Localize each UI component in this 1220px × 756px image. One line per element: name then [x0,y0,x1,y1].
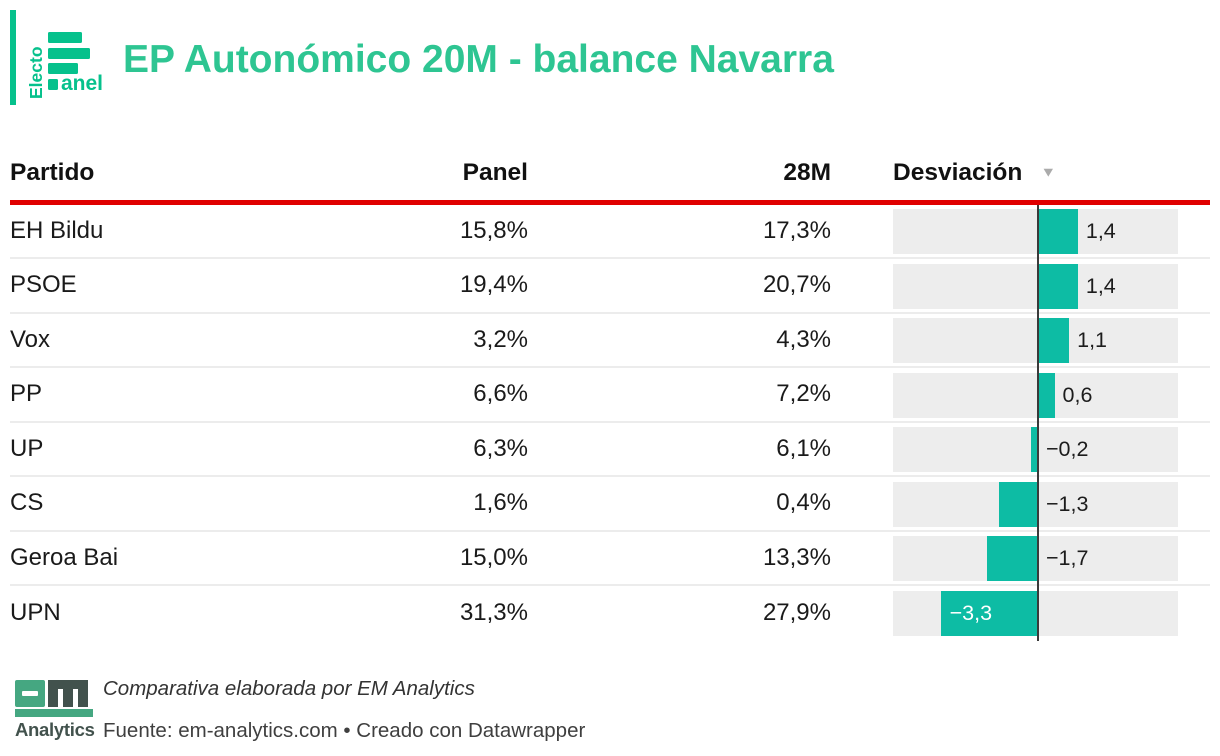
header-rule [10,200,1210,205]
deviation-bar [1031,427,1037,472]
logo-bar-icon [48,63,78,74]
column-header-panel: Panel [462,159,528,186]
logo-underline-bar [15,709,93,717]
deviation-bar [940,590,1037,636]
deviation-label: −1,3 [1046,491,1089,516]
party-name: Vox [10,325,51,353]
deviation-cell: −0,2 [893,427,1178,472]
party-name: CS [10,489,44,517]
party-name: EH Bildu [10,216,104,244]
party-name: Geroa Bai [10,543,119,571]
logo-bar-icon [48,78,58,90]
panel-value: 1,6% [473,489,528,517]
panel-value: 3,2% [473,325,528,353]
table-row: EH Bildu 15,8% 17,3% 1,4 [10,205,1210,259]
logo-anel-text: anel [61,72,104,95]
deviation-label: 1,1 [1077,328,1107,352]
table-body: EH Bildu 15,8% 17,3% 1,4 PSOE 19,4% 20,7… [10,204,1210,641]
m28-value: 0,4% [776,489,831,517]
deviation-cell: −1,7 [893,536,1178,581]
logo-analytics-text: Analytics [15,719,95,740]
deviation-cell: −3,3 [893,590,1178,636]
deviation-bar [999,481,1037,527]
deviation-cell: 0,6 [893,372,1178,418]
deviation-label: −0,2 [1046,437,1089,461]
deviation-label: 1,4 [1085,219,1116,243]
logo-vertical-rule [10,10,16,105]
table-row: PSOE 19,4% 20,7% 1,4 [10,259,1210,314]
deviation-label: 0,6 [1062,382,1093,407]
deviation-cell: 1,1 [893,318,1178,363]
panel-value: 15,0% [459,543,528,571]
logo-e-icon [15,680,45,707]
logo-m-icon [48,680,88,707]
party-name: PP [10,380,43,408]
m28-value: 13,3% [762,543,831,571]
deviation-cell: 1,4 [893,263,1178,309]
party-name: UP [10,434,44,462]
em-analytics-logo: Analytics [15,680,115,746]
deviation-cell: −1,3 [893,481,1178,527]
panel-value: 6,6% [473,380,528,408]
party-name: PSOE [10,271,77,299]
panel-value: 6,3% [473,434,528,462]
logo-bar-icon [48,32,82,43]
deviation-bar [1037,209,1078,254]
footer-source: Fuente: em-analytics.com • Creado con Da… [103,719,586,742]
table-row: PP 6,6% 7,2% 0,6 [10,368,1210,423]
column-header-desviacion[interactable]: Desviación ▼ [893,159,1056,187]
sort-desc-icon[interactable]: ▼ [1040,165,1057,180]
table-row: UP 6,3% 6,1% −0,2 [10,423,1210,477]
deviation-bar [1037,372,1055,418]
column-header-partido: Partido [10,159,95,186]
m28-value: 4,3% [776,325,831,353]
zero-axis-line [1037,204,1039,641]
chart-title: EP Autonómico 20M - balance Navarra [123,38,834,81]
deviation-bar [1037,263,1078,309]
column-header-28m: 28M [783,159,831,186]
m28-value: 27,9% [762,599,831,627]
deviation-bar [987,536,1037,581]
deviation-label: 1,4 [1085,273,1116,298]
table-row: Geroa Bai 15,0% 13,3% −1,7 [10,532,1210,586]
column-header-desviacion-label: Desviación [893,159,1023,186]
deviation-bar [1037,318,1070,363]
electopanel-logo: Electo anel [10,8,115,108]
table-row: Vox 3,2% 4,3% 1,1 [10,314,1210,368]
logo-electo-text: Electo [26,46,46,99]
table-row: CS 1,6% 0,4% −1,3 [10,477,1210,532]
m28-value: 7,2% [776,380,831,408]
panel-value: 15,8% [459,216,528,244]
panel-value: 19,4% [459,271,528,299]
logo-e-dash [22,691,38,696]
deviation-label: −1,7 [1046,546,1089,570]
table-row: UPN 31,3% 27,9% −3,3 [10,586,1210,641]
party-name: UPN [10,599,61,627]
m28-value: 17,3% [762,216,831,244]
deviation-label: −3,3 [949,600,993,625]
logo-bar-icon [48,47,90,59]
panel-value: 31,3% [459,599,528,627]
m28-value: 20,7% [762,271,831,299]
m28-value: 6,1% [776,434,831,462]
deviation-cell: 1,4 [893,209,1178,254]
table-header: Partido Panel 28M Desviación ▼ [10,152,1210,194]
footer-byline: Comparativa elaborada por EM Analytics [103,677,475,700]
